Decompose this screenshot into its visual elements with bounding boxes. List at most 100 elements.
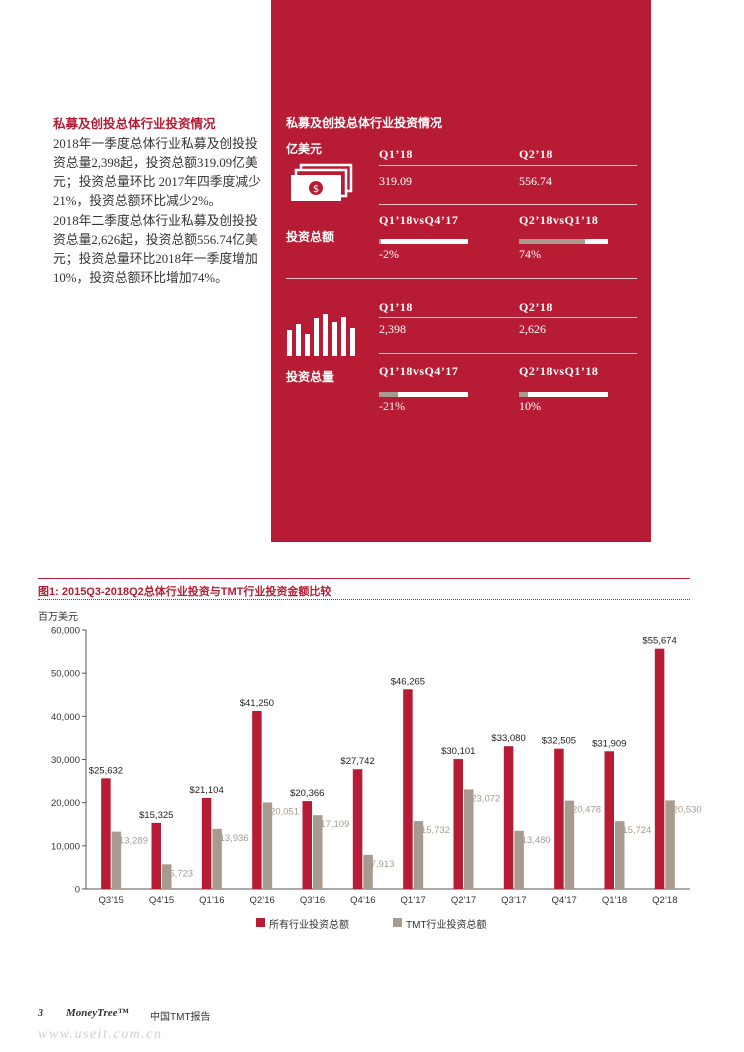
- data-label-tmt: $5,723: [164, 868, 193, 879]
- data-label-tmt: $20,530: [667, 804, 701, 815]
- y-axis-unit: 百万美元: [38, 612, 78, 623]
- volume-cmp2-bar: [519, 392, 608, 397]
- volume-q2-value: 2,626: [519, 322, 546, 336]
- data-label-tmt: $20,051: [265, 806, 299, 817]
- amount-cmp2-bar-fill: [519, 239, 585, 244]
- bar-tmt: [313, 815, 323, 889]
- volume-cmp1-label: Q1’18vsQ4’17: [379, 364, 459, 378]
- volume-cmp1-bar-fill: [379, 392, 398, 397]
- divider: [379, 165, 637, 166]
- summary-paragraph-q2: 2018年二季度总体行业私募及创投投资总量2,626起，投资总额556.74亿美…: [53, 214, 258, 285]
- bar-all-industries: [604, 751, 614, 889]
- panel-unit: 亿美元: [286, 142, 323, 156]
- data-label-all: $30,101: [441, 746, 475, 757]
- y-tick-label: 50,000: [51, 669, 80, 680]
- bar-tmt: [413, 821, 424, 889]
- data-label-all: $55,674: [642, 636, 676, 647]
- data-label-tmt: $7,913: [365, 859, 394, 870]
- data-label-tmt: $17,109: [315, 819, 349, 830]
- bar-all-industries: [101, 778, 111, 889]
- volume-q1-value: 2,398: [379, 322, 406, 336]
- amount-q1-value: 319.09: [379, 174, 412, 188]
- report-title: 中国TMT报告: [150, 1012, 211, 1023]
- amount-q2-label: Q2’18: [519, 147, 553, 161]
- data-label-all: $32,505: [542, 736, 576, 747]
- divider: [379, 317, 637, 318]
- y-tick-label: 30,000: [51, 755, 80, 766]
- chart-dotted-rule: [38, 599, 690, 600]
- legend-label-all: 所有行业投资总额: [269, 920, 349, 931]
- summary-paragraph-q1: 2018年一季度总体行业私募及创投投资总量2,398起，投资总额319.09亿美…: [53, 137, 261, 208]
- data-label-tmt: $13,289: [114, 836, 148, 847]
- bar-all-industries: [201, 797, 212, 889]
- data-label-tmt: $13,480: [516, 835, 550, 846]
- y-tick-label: 0: [75, 885, 80, 896]
- watermark: www.useit.com.cn: [38, 1027, 163, 1042]
- chart-top-rule: [38, 578, 690, 579]
- data-label-all: $41,250: [240, 698, 274, 709]
- amount-cmp1-label: Q1’18vsQ4’17: [379, 213, 459, 227]
- data-label-all: $20,366: [290, 788, 324, 799]
- money-stack-icon: $: [287, 163, 357, 218]
- volume-q1-label: Q1’18: [379, 300, 413, 314]
- data-label-all: $25,632: [89, 765, 123, 776]
- panel-heading: 私募及创投总体行业投资情况: [286, 116, 443, 130]
- y-tick-label: 20,000: [51, 798, 80, 809]
- x-tick-label: Q3’17: [501, 895, 526, 906]
- divider: [286, 278, 637, 279]
- bar-all-industries: [302, 801, 312, 889]
- bar-tmt: [464, 789, 474, 889]
- amount-cmp2-value: 74%: [519, 247, 541, 261]
- x-tick-label: Q3’15: [98, 895, 123, 906]
- x-tick-label: Q1’18: [602, 895, 627, 906]
- brand-name: MoneyTree™: [66, 1007, 129, 1019]
- data-label-tmt: $13,936: [214, 833, 248, 844]
- y-tick-label: 10,000: [51, 841, 80, 852]
- bar-all-industries: [352, 769, 363, 889]
- bar-tmt: [363, 854, 373, 889]
- x-tick-label: Q1’16: [199, 895, 224, 906]
- data-label-all: $27,742: [340, 756, 374, 767]
- legend-label-tmt: TMT行业投资总额: [406, 920, 487, 931]
- stats-panel: 私募及创投总体行业投资情况 亿美元 $ 投资总额 Q1’18 Q2’18 319…: [271, 0, 651, 542]
- bar-tmt: [111, 831, 122, 889]
- amount-q2-value: 556.74: [519, 174, 552, 188]
- amount-cmp2-bar: [519, 239, 608, 244]
- amount-q1-label: Q1’18: [379, 147, 413, 161]
- data-label-all: $15,325: [139, 810, 173, 821]
- data-label-all: $31,909: [592, 738, 626, 749]
- divider: [379, 204, 637, 205]
- volume-cmp1-bar: [379, 392, 468, 397]
- bar-tmt: [212, 828, 222, 889]
- volume-cmp1-value: -21%: [379, 399, 405, 413]
- legend-swatch-tmt: [393, 918, 402, 927]
- bar-all-industries: [654, 648, 665, 889]
- chart-title: 图1: 2015Q3-2018Q2总体行业投资与TMT行业投资金额比较: [38, 586, 332, 598]
- bar-all-industries: [453, 759, 463, 889]
- bar-all-industries: [503, 746, 514, 889]
- bar-tmt: [665, 800, 675, 889]
- x-tick-label: Q2’18: [652, 895, 677, 906]
- x-tick-label: Q4’16: [350, 895, 375, 906]
- bar-tmt: [615, 821, 625, 889]
- y-tick-label: 40,000: [51, 712, 80, 723]
- x-tick-label: Q1’17: [400, 895, 425, 906]
- bar-tmt: [564, 800, 575, 889]
- bar-tmt: [514, 830, 524, 889]
- bar-all-industries: [554, 748, 564, 889]
- amount-label: 投资总额: [286, 230, 335, 244]
- x-tick-label: Q4’17: [551, 895, 576, 906]
- x-tick-label: Q2’17: [451, 895, 476, 906]
- legend-swatch-all: [256, 918, 265, 927]
- page-number: 3: [38, 1008, 43, 1019]
- volume-cmp2-label: Q2’18vsQ1’18: [519, 364, 599, 378]
- amount-cmp1-value: -2%: [379, 247, 399, 261]
- amount-cmp2-label: Q2’18vsQ1’18: [519, 213, 599, 227]
- section-title: 私募及创投总体行业投资情况: [53, 117, 216, 131]
- bar-all-industries: [252, 710, 262, 889]
- x-tick-label: Q3’16: [300, 895, 325, 906]
- volume-q2-label: Q2’18: [519, 300, 553, 314]
- data-label-all: $46,265: [391, 676, 425, 687]
- y-tick-label: 60,000: [51, 626, 80, 637]
